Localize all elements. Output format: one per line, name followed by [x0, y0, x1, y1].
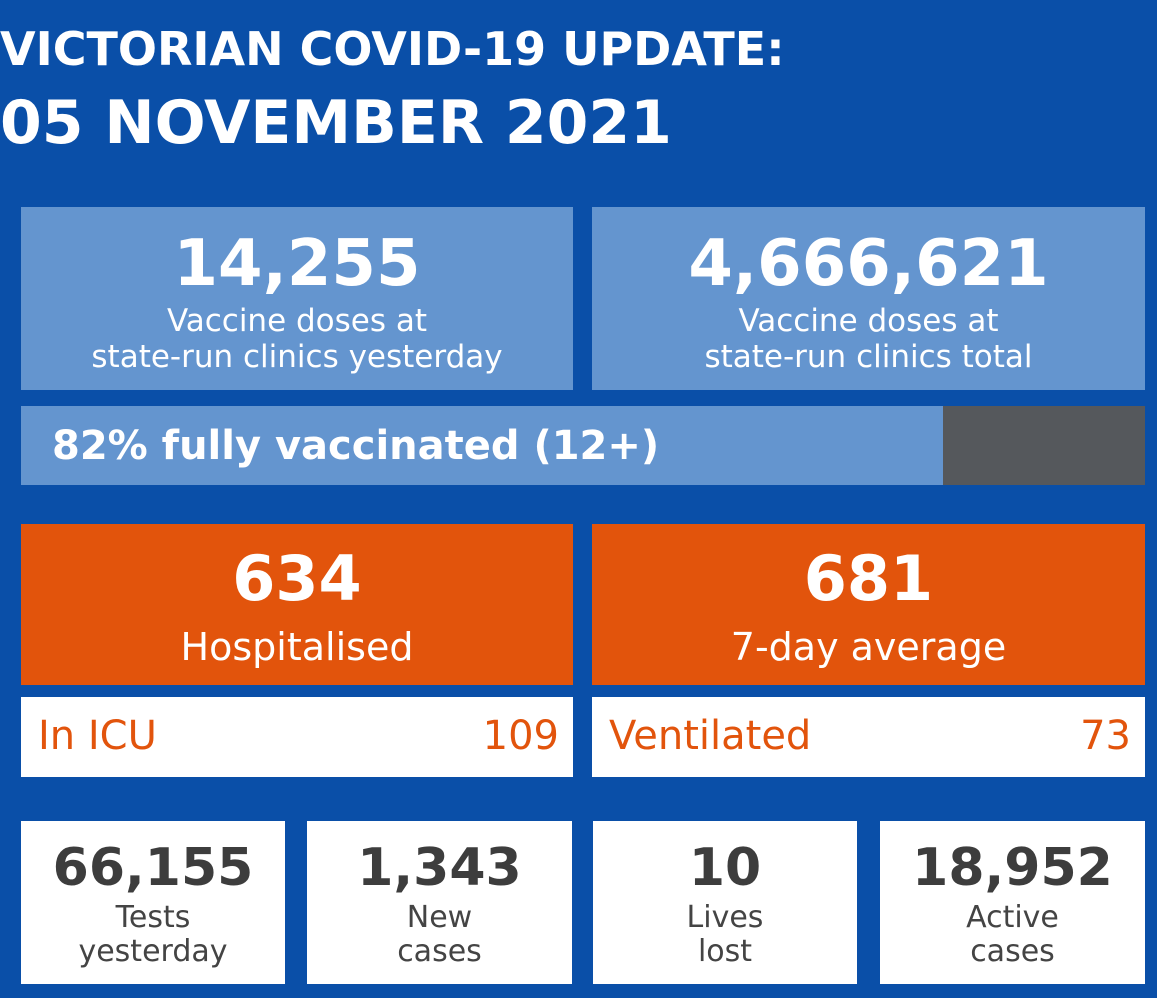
- stat-label: Lives lost: [593, 901, 857, 969]
- label-line-1: Vaccine doses at: [738, 303, 999, 339]
- stat-tests-yesterday: 66,155 Tests yesterday: [21, 821, 285, 984]
- hospitalised-card: 634 Hospitalised: [21, 524, 573, 685]
- stat-lives-lost: 10 Lives lost: [593, 821, 857, 984]
- seven-day-average-label: 7-day average: [730, 625, 1007, 669]
- label-line-1: Lives: [686, 900, 764, 935]
- seven-day-average-card: 681 7-day average: [592, 524, 1145, 685]
- label-line-2: lost: [697, 934, 753, 969]
- stat-value: 1,343: [357, 838, 522, 898]
- progress-fill: [21, 406, 943, 485]
- vaccine-doses-total-card: 4,666,621 Vaccine doses at state-run cli…: [592, 207, 1145, 390]
- label-line-2: cases: [397, 934, 482, 969]
- stat-label: Active cases: [880, 901, 1145, 969]
- update-date: 05 NOVEMBER 2021: [0, 88, 672, 158]
- fully-vaccinated-label: 82% fully vaccinated (12+): [52, 423, 660, 469]
- ventilated-row: Ventilated 73: [592, 697, 1145, 777]
- label-line-2: yesterday: [78, 934, 228, 969]
- stat-value: 66,155: [52, 838, 254, 898]
- label-line-2: state-run clinics yesterday: [91, 339, 503, 375]
- vaccine-doses-total-label: Vaccine doses at state-run clinics total: [592, 303, 1145, 375]
- vaccine-doses-yesterday-label: Vaccine doses at state-run clinics yeste…: [21, 303, 573, 375]
- seven-day-average-value: 681: [803, 542, 934, 615]
- label-line-1: New: [406, 900, 473, 935]
- vaccine-doses-yesterday-value: 14,255: [173, 227, 421, 301]
- label-line-1: Active: [966, 900, 1059, 935]
- label-line-2: cases: [970, 934, 1055, 969]
- stat-value: 18,952: [912, 838, 1113, 898]
- stat-label: New cases: [307, 901, 572, 969]
- hospitalised-value: 634: [232, 542, 362, 615]
- ventilated-label: Ventilated: [609, 713, 812, 759]
- hospitalised-label: Hospitalised: [180, 625, 414, 669]
- vaccine-doses-yesterday-card: 14,255 Vaccine doses at state-run clinic…: [21, 207, 573, 390]
- vaccine-doses-total-value: 4,666,621: [688, 227, 1049, 301]
- stat-value: 10: [688, 838, 762, 898]
- label-line-1: Vaccine doses at: [166, 303, 428, 339]
- page-title: VICTORIAN COVID-19 UPDATE:: [0, 22, 785, 76]
- ventilated-value: 73: [1080, 713, 1131, 759]
- label-line-2: state-run clinics total: [704, 339, 1033, 375]
- icu-value: 109: [482, 713, 559, 759]
- stat-label: Tests yesterday: [21, 901, 285, 969]
- label-line-1: Tests: [115, 900, 191, 935]
- stat-new-cases: 1,343 New cases: [307, 821, 572, 984]
- fully-vaccinated-progress-bar: 82% fully vaccinated (12+): [21, 406, 1145, 485]
- icu-label: In ICU: [38, 713, 157, 759]
- icu-row: In ICU 109: [21, 697, 573, 777]
- stat-active-cases: 18,952 Active cases: [880, 821, 1145, 984]
